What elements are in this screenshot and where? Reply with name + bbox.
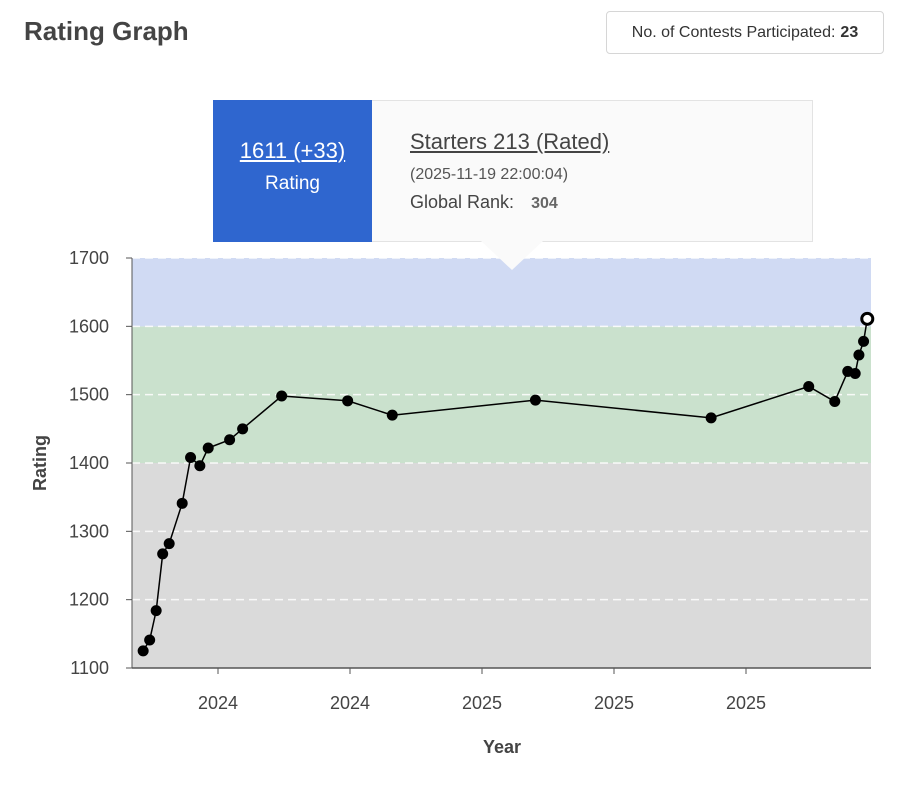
rating-point bbox=[163, 538, 175, 550]
rating-point bbox=[176, 497, 188, 509]
y-tick-label: 1700 bbox=[69, 248, 109, 268]
rating-point bbox=[157, 548, 169, 560]
rating-band-0 bbox=[132, 463, 871, 668]
rating-point bbox=[853, 349, 865, 361]
rating-point bbox=[144, 634, 156, 646]
tooltip-info-pane: Starters 213 (Rated) (2025-11-19 22:00:0… bbox=[372, 101, 609, 241]
rating-point-selected bbox=[860, 311, 875, 326]
tooltip-contest-link[interactable]: Starters 213 (Rated) bbox=[410, 129, 610, 154]
page-title: Rating Graph bbox=[24, 16, 189, 46]
x-tick-label: 2024 bbox=[198, 693, 238, 713]
tooltip-contest-date: (2025-11-19 22:00:04) bbox=[410, 166, 569, 183]
x-axis-title: Year bbox=[483, 737, 521, 757]
rating-point bbox=[529, 394, 541, 406]
tooltip-global-rank: Global Rank: 304 bbox=[410, 192, 609, 213]
contests-count-value: 23 bbox=[840, 23, 859, 41]
contests-count-badge: No. of Contests Participated: 23 bbox=[606, 11, 884, 54]
x-tick-label: 2025 bbox=[594, 693, 634, 713]
rating-point bbox=[137, 645, 149, 657]
rating-point bbox=[849, 367, 861, 379]
y-tick-label: 1600 bbox=[69, 316, 109, 336]
x-tick-label: 2025 bbox=[726, 693, 766, 713]
rating-point bbox=[194, 460, 206, 472]
rating-point bbox=[276, 390, 288, 402]
contest-tooltip: 1611 (+33) Rating Starters 213 (Rated) (… bbox=[213, 100, 813, 242]
rating-point bbox=[858, 335, 870, 347]
tooltip-rating-label: Rating bbox=[265, 172, 320, 194]
rating-point bbox=[185, 452, 197, 464]
rating-point bbox=[224, 434, 236, 446]
rating-point bbox=[803, 380, 815, 392]
y-tick-label: 1200 bbox=[69, 590, 109, 610]
rating-point bbox=[829, 396, 841, 407]
y-tick-label: 1100 bbox=[70, 658, 109, 678]
rating-point bbox=[237, 423, 249, 435]
tooltip-rating-pane: 1611 (+33) Rating bbox=[213, 100, 372, 242]
tooltip-arrow bbox=[481, 241, 543, 270]
global-rank-label: Global Rank: bbox=[410, 192, 515, 212]
y-tick-label: 1400 bbox=[69, 453, 109, 473]
contests-count-label: No. of Contests Participated: bbox=[631, 23, 836, 41]
x-tick-label: 2025 bbox=[462, 693, 502, 713]
rating-point bbox=[150, 605, 162, 617]
tooltip-rating-value[interactable]: 1611 (+33) bbox=[239, 137, 346, 163]
global-rank-value: 304 bbox=[531, 195, 558, 212]
rating-point bbox=[705, 412, 717, 424]
rating-point bbox=[342, 395, 354, 407]
rating-point bbox=[386, 409, 398, 421]
y-axis-title: Rating bbox=[30, 435, 50, 491]
y-tick-label: 1300 bbox=[69, 521, 109, 541]
x-tick-label: 2024 bbox=[330, 693, 370, 713]
rating-point bbox=[202, 442, 214, 454]
y-tick-label: 1500 bbox=[69, 385, 109, 405]
